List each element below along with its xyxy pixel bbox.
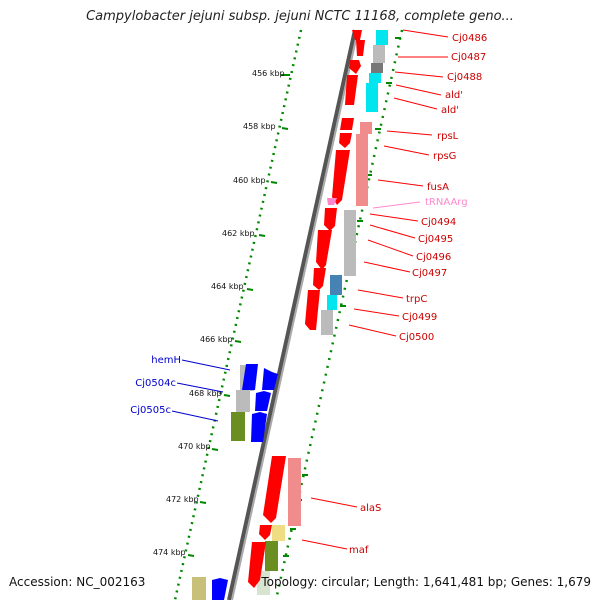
kbp-label: 458 kbp — [243, 122, 276, 131]
gene-label-reverse[interactable]: Cj0488 — [447, 72, 482, 83]
gene-label-reverse[interactable]: Cj0494 — [421, 217, 456, 228]
trna-label[interactable]: tRNAArg — [425, 197, 468, 208]
kbp-label: 466 kbp — [200, 335, 233, 344]
gene-label-reverse[interactable]: Cj0497 — [412, 268, 447, 279]
gene-label-reverse[interactable]: Cj0496 — [416, 252, 451, 263]
cog-strip-lower — [257, 458, 301, 595]
gene-label-reverse[interactable]: Cj0486 — [452, 33, 487, 44]
kbp-label: 462 kbp — [222, 229, 255, 238]
trna-leader — [372, 201, 421, 209]
reverse-strand-genes — [248, 30, 365, 588]
kbp-tick — [246, 288, 254, 291]
gene-label-forward[interactable]: hemH — [151, 355, 181, 366]
forward-gene-leaders — [171, 359, 231, 422]
gene-label-reverse[interactable]: rpsL — [437, 131, 459, 142]
kbp-tick — [187, 554, 195, 557]
gene-label-reverse[interactable]: Cj0500 — [399, 332, 434, 343]
kbp-tick — [258, 234, 266, 237]
gene-label-reverse[interactable]: Cj0487 — [451, 52, 486, 63]
gene-label-reverse[interactable]: alaS — [360, 503, 381, 514]
backbone — [231, 29, 359, 600]
accession-text: Accession: NC_002163 — [9, 575, 146, 589]
kbp-tick — [211, 448, 219, 451]
gene-label-forward[interactable]: Cj0505c — [130, 405, 171, 416]
kbp-tick — [270, 181, 278, 184]
cog-strip-upper — [321, 30, 388, 335]
gene-label-reverse[interactable]: trpC — [406, 294, 427, 305]
gene-label-reverse[interactable]: Cj0495 — [418, 234, 453, 245]
kbp-label: 472 kbp — [166, 495, 199, 504]
gene-label-forward[interactable]: Cj0504c — [135, 378, 176, 389]
kbp-label: 464 kbp — [211, 282, 244, 291]
kbp-label: 474 kbp — [153, 548, 186, 557]
gene-label-reverse[interactable]: ald' — [441, 105, 459, 116]
kbp-label: 468 kbp — [189, 389, 222, 398]
gene-label-reverse[interactable]: maf — [349, 545, 369, 556]
reverse-gene-leaders — [301, 29, 449, 550]
ruler-ring-inner — [274, 29, 404, 600]
kbp-label: 456 kbp — [252, 69, 285, 78]
forward-strand-genes — [212, 364, 278, 600]
genome-info-text: Topology: circular; Length: 1,641,481 bp… — [261, 575, 591, 589]
ruler-ring-outer — [173, 29, 303, 600]
kbp-label: 470 kbp — [178, 442, 211, 451]
map-title: Campylobacter jejuni subsp. jejuni NCTC … — [86, 9, 514, 24]
kbp-tick — [281, 127, 289, 130]
kbp-label: 460 kbp — [233, 176, 266, 185]
kbp-tick — [234, 340, 242, 343]
gene-label-reverse[interactable]: Cj0499 — [402, 312, 437, 323]
kbp-tick — [223, 394, 231, 397]
gene-label-reverse[interactable]: fusA — [427, 182, 449, 193]
gene-label-reverse[interactable]: ald' — [445, 90, 463, 101]
kbp-tick — [199, 501, 207, 504]
trna-arrow — [327, 198, 337, 205]
backbone-shadow — [227, 29, 357, 600]
gene-label-reverse[interactable]: rpsG — [433, 151, 456, 162]
